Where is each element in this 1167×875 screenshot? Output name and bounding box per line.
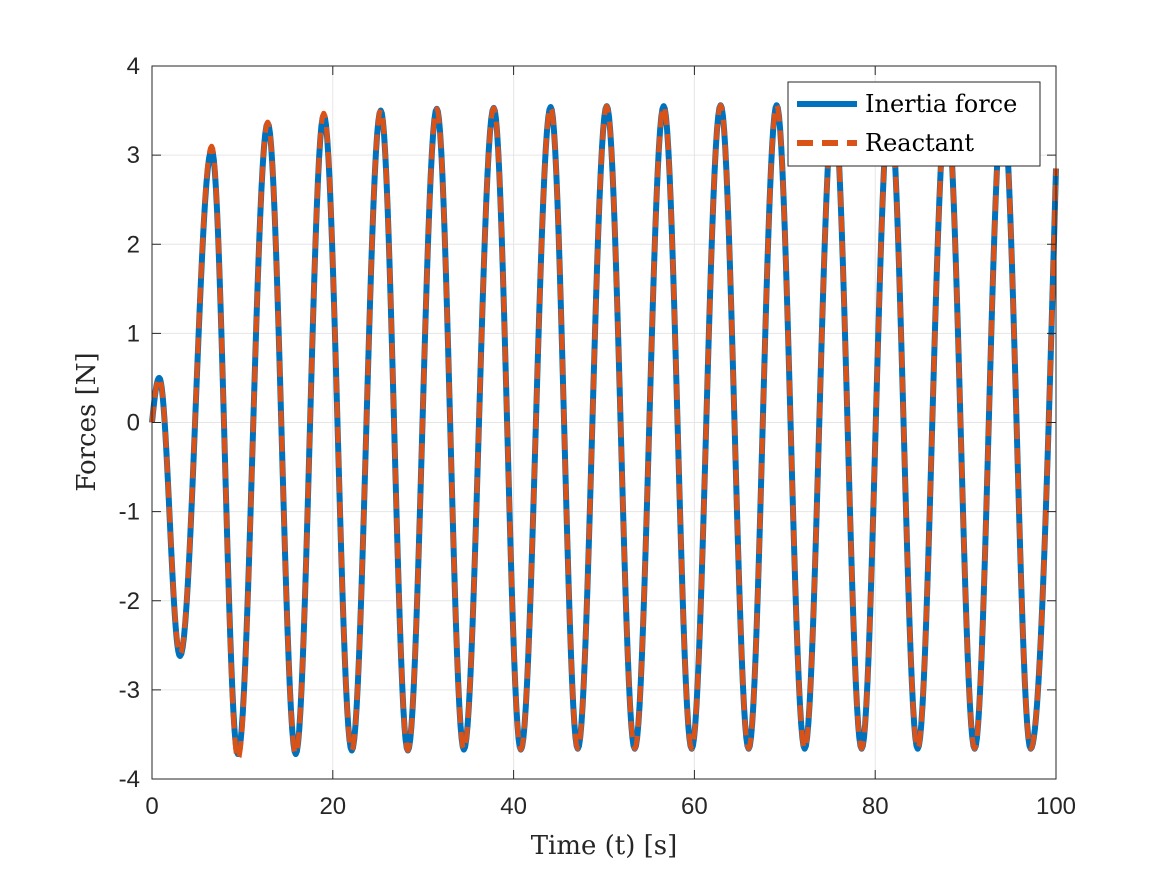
y-tick-label: -3	[119, 677, 140, 704]
legend-label-inertia-force: Inertia force	[865, 90, 1017, 118]
y-tick-label: 1	[127, 320, 140, 347]
y-tick-label: 2	[127, 231, 140, 258]
x-tick-label: 80	[862, 793, 889, 820]
legend: Inertia force Reactant	[787, 81, 1041, 167]
y-tick-label: -1	[119, 499, 140, 526]
legend-label-reactant: Reactant	[865, 129, 974, 157]
y-tick-label: 4	[127, 53, 140, 80]
x-tick-label: 20	[319, 793, 346, 820]
x-tick-label: 100	[1036, 793, 1076, 820]
x-tick-label: 40	[500, 793, 527, 820]
y-axis-label: Forces [N]	[72, 352, 102, 491]
x-tick-label: 60	[681, 793, 708, 820]
y-tick-label: 3	[127, 142, 140, 169]
y-tick-label: 0	[127, 410, 140, 437]
y-tick-label: -4	[119, 766, 140, 793]
series-line-reactant	[149, 102, 1059, 762]
series-layer	[149, 102, 1059, 762]
y-tick-label: -2	[119, 588, 140, 615]
axis-ticks: 0 20 40 60 80 100 -4 -3 -2 -1 0 1 2 3 4	[119, 53, 1076, 820]
x-tick-label: 0	[145, 793, 158, 820]
legend-box	[787, 81, 1041, 167]
x-axis-label: Time (t) [s]	[531, 831, 678, 861]
